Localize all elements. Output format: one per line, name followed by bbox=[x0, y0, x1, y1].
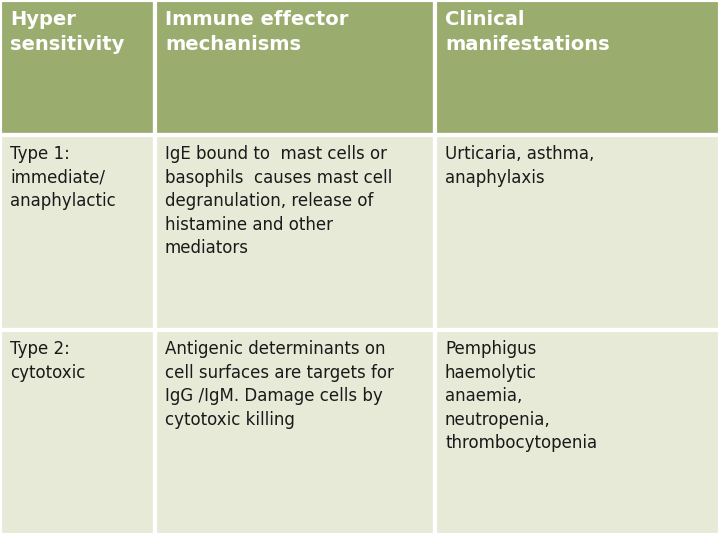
Text: Clinical
manifestations: Clinical manifestations bbox=[445, 10, 610, 54]
Bar bbox=[435, 330, 720, 535]
Bar bbox=[0, 330, 155, 535]
Text: Urticaria, asthma,
anaphylaxis: Urticaria, asthma, anaphylaxis bbox=[445, 145, 595, 187]
Text: Type 1:
immediate/
anaphylactic: Type 1: immediate/ anaphylactic bbox=[10, 145, 116, 210]
Bar bbox=[435, 0, 720, 135]
Text: IgE bound to  mast cells or
basophils  causes mast cell
degranulation, release o: IgE bound to mast cells or basophils cau… bbox=[165, 145, 392, 258]
Text: Immune effector
mechanisms: Immune effector mechanisms bbox=[165, 10, 348, 54]
Bar bbox=[0, 135, 155, 330]
Bar bbox=[155, 135, 435, 330]
Bar bbox=[155, 0, 435, 135]
Text: Antigenic determinants on
cell surfaces are targets for
IgG /IgM. Damage cells b: Antigenic determinants on cell surfaces … bbox=[165, 340, 394, 429]
Bar bbox=[155, 330, 435, 535]
Text: Pemphigus
haemolytic
anaemia,
neutropenia,
thrombocytopenia: Pemphigus haemolytic anaemia, neutropeni… bbox=[445, 340, 597, 453]
Bar bbox=[0, 0, 155, 135]
Bar bbox=[435, 135, 720, 330]
Text: Hyper
sensitivity: Hyper sensitivity bbox=[10, 10, 125, 54]
Text: Type 2:
cytotoxic: Type 2: cytotoxic bbox=[10, 340, 86, 382]
